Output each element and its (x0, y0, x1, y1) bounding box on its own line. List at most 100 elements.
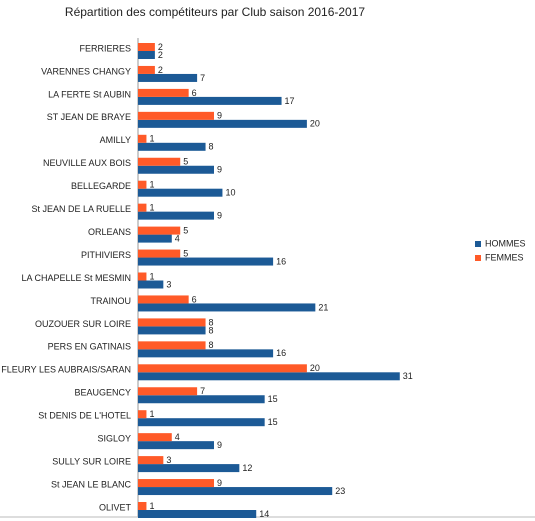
category-label: SULLY SUR LOIRE (52, 456, 131, 466)
value-label: 1 (149, 501, 154, 511)
bar (138, 211, 214, 220)
value-label: 2 (158, 50, 163, 60)
legend-swatch (475, 241, 481, 247)
category-label: AMILLY (100, 135, 131, 145)
value-label: 8 (209, 325, 214, 335)
bar (138, 165, 214, 174)
value-label: 3 (166, 455, 171, 465)
category-label: ORLEANS (88, 227, 131, 237)
category-label: VARENNES CHANGY (41, 66, 131, 76)
bar (138, 502, 147, 510)
bar (138, 234, 172, 243)
legend-label: HOMMES (485, 238, 526, 248)
value-label: 15 (268, 394, 278, 404)
bar (138, 464, 240, 473)
bar (138, 257, 274, 266)
value-label: 4 (175, 233, 180, 243)
bar (138, 249, 181, 258)
bar (138, 142, 206, 151)
value-label: 7 (200, 73, 205, 83)
value-label: 4 (175, 432, 180, 442)
value-label: 15 (268, 417, 278, 427)
bar (138, 73, 198, 82)
bar (138, 433, 172, 442)
value-label: 14 (259, 509, 269, 519)
bar (138, 88, 189, 97)
bar (138, 303, 316, 312)
value-label: 23 (335, 486, 345, 496)
value-label: 7 (200, 386, 205, 396)
value-label: 8 (209, 317, 214, 327)
value-label: 20 (310, 363, 320, 373)
category-label: St DENIS DE L'HOTEL (38, 411, 131, 421)
value-label: 1 (149, 409, 154, 419)
value-label: 16 (276, 348, 286, 358)
value-label: 9 (217, 211, 222, 221)
value-label: 8 (209, 340, 214, 350)
category-label: St JEAN DE LA RUELLE (31, 204, 131, 214)
category-label: PITHIVIERS (81, 250, 131, 260)
category-label: NEUVILLE AUX BOIS (43, 158, 131, 168)
value-label: 1 (149, 180, 154, 190)
bar (138, 318, 206, 327)
legend-label: FEMMES (485, 252, 524, 262)
bar (138, 441, 214, 450)
bar (138, 418, 265, 427)
bar (138, 65, 155, 74)
bar (138, 372, 400, 381)
value-label: 9 (217, 111, 222, 121)
bar (138, 272, 147, 281)
bar (138, 226, 181, 235)
bar (138, 119, 307, 128)
category-label: TRAINOU (91, 296, 132, 306)
category-label: OLIVET (99, 502, 132, 512)
value-label: 8 (209, 142, 214, 152)
value-label: 9 (217, 165, 222, 175)
bar (138, 387, 198, 396)
bar (138, 487, 333, 496)
bar (138, 134, 147, 143)
value-label: 31 (403, 371, 413, 381)
value-label: 17 (285, 96, 295, 106)
bar (138, 364, 307, 373)
value-label: 16 (276, 256, 286, 266)
category-label: OUZOUER SUR LOIRE (35, 319, 131, 329)
bar (138, 341, 206, 350)
category-label: ST JEAN DE BRAYE (47, 112, 131, 122)
category-label: FLEURY LES AUBRAIS/SARAN (1, 365, 131, 375)
category-label: BEAUGENCY (74, 388, 131, 398)
value-label: 9 (217, 440, 222, 450)
category-label: BELLEGARDE (71, 181, 131, 191)
value-label: 1 (149, 271, 154, 281)
bar (138, 510, 257, 518)
bar (138, 203, 147, 212)
bar (138, 456, 164, 465)
value-label: 5 (183, 248, 188, 258)
category-label: LA CHAPELLE St MESMIN (21, 273, 131, 283)
value-label: 1 (149, 134, 154, 144)
bar (138, 410, 147, 419)
value-label: 1 (149, 203, 154, 213)
bar (138, 188, 223, 197)
legend-swatch (475, 255, 481, 261)
category-label: SIGLOY (97, 434, 131, 444)
bar (138, 479, 214, 488)
value-label: 6 (192, 88, 197, 98)
category-label: FERRIERES (79, 43, 131, 53)
category-label: PERS EN GATINAIS (48, 342, 131, 352)
category-label: St JEAN LE BLANC (51, 479, 132, 489)
bar (138, 51, 155, 59)
value-label: 6 (192, 294, 197, 304)
bar (138, 295, 189, 304)
category-label: LA FERTE St AUBIN (48, 89, 131, 99)
bar (138, 157, 181, 166)
bar (138, 395, 265, 404)
bar (138, 280, 164, 289)
value-label: 2 (158, 65, 163, 75)
bar (138, 111, 214, 120)
value-label: 20 (310, 119, 320, 129)
bar (138, 180, 147, 189)
value-label: 10 (225, 188, 235, 198)
value-label: 2 (158, 42, 163, 52)
value-label: 21 (318, 302, 328, 312)
